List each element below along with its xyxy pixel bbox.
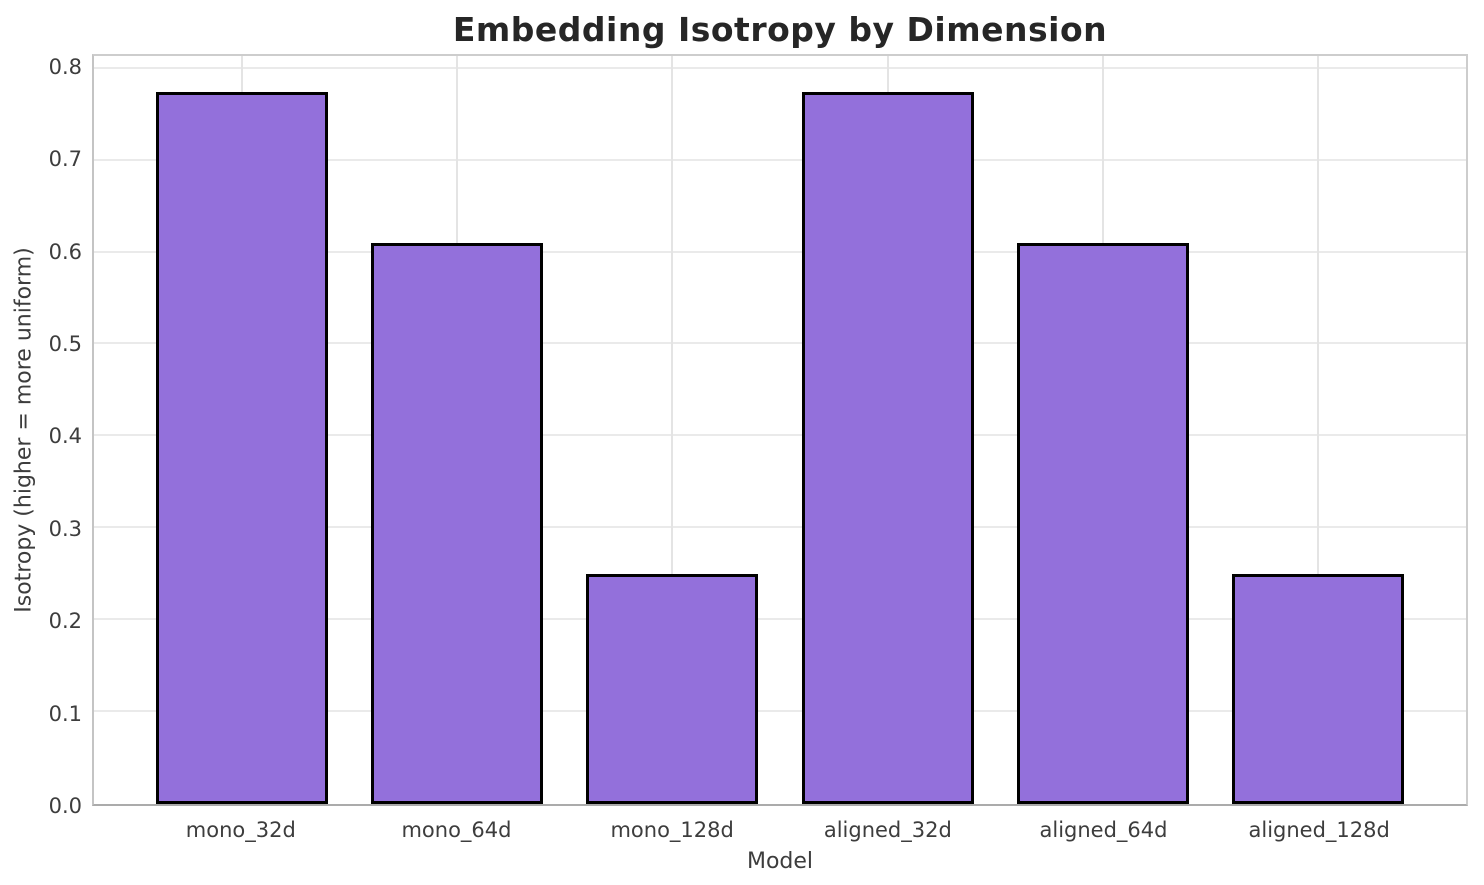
x-tick-label: mono_128d	[610, 818, 734, 842]
x-tick-label: mono_64d	[401, 818, 512, 842]
y-gridline	[94, 618, 1466, 621]
y-tick-label: 0.5	[48, 331, 82, 356]
bar-mono_128d	[586, 574, 759, 804]
x-tick-label: aligned_32d	[823, 818, 952, 842]
y-gridline	[94, 158, 1466, 161]
bar-aligned_32d	[801, 91, 974, 804]
y-tick-label: 0.4	[48, 424, 82, 449]
y-tick-label: 0.2	[48, 609, 82, 634]
y-tick-label: 0.7	[48, 147, 82, 172]
bar-aligned_128d	[1231, 574, 1404, 804]
bar-mono_64d	[371, 243, 544, 804]
y-gridline	[94, 526, 1466, 529]
y-tick-label: 0.3	[48, 516, 82, 541]
x-axis-label: Model	[746, 849, 814, 874]
y-tick-label: 0.6	[48, 239, 82, 264]
x-gridline	[671, 56, 674, 804]
x-tick-label: mono_32d	[185, 818, 296, 842]
y-gridline	[94, 66, 1466, 69]
y-gridline	[94, 710, 1466, 713]
y-gridline	[94, 250, 1466, 253]
chart-title: Embedding Isotropy by Dimension	[452, 10, 1108, 49]
bar-mono_32d	[156, 91, 329, 804]
y-tick-label: 0.8	[48, 54, 82, 79]
y-gridline	[94, 434, 1466, 437]
x-gridline	[1316, 56, 1319, 804]
y-tick-label: 0.0	[48, 794, 82, 818]
plot-area	[92, 54, 1468, 806]
y-axis-label: Isotropy (higher = more uniform)	[11, 247, 37, 613]
y-tick-label: 0.1	[48, 701, 82, 726]
bar-aligned_64d	[1016, 243, 1189, 804]
y-gridline	[94, 342, 1466, 345]
x-tick-label: aligned_64d	[1039, 818, 1168, 842]
x-tick-label: aligned_128d	[1248, 818, 1390, 842]
